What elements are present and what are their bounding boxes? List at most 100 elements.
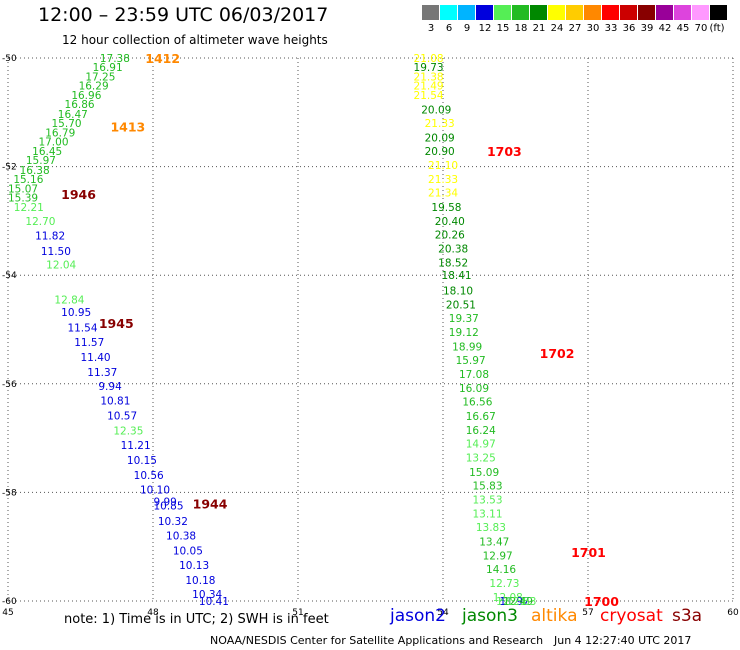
legend-label: 24: [550, 23, 564, 34]
legend-swatch: [476, 5, 494, 20]
page-subtitle: 12 hour collection of altimeter wave hei…: [62, 33, 328, 47]
wave-height-value: 21.10: [428, 160, 458, 172]
wave-height-value: 17.00: [38, 137, 68, 149]
wave-height-value: 10.32: [158, 516, 188, 528]
wave-height-value: 12.73: [489, 578, 519, 590]
legend-label: 45: [676, 23, 690, 34]
credit-line: NOAA/NESDIS Center for Satellite Applica…: [210, 634, 544, 647]
track-time-label: 1700: [584, 594, 619, 609]
wave-height-value: 15.70: [52, 118, 82, 130]
legend-label: 12: [478, 23, 492, 34]
map-grid: [7, 57, 734, 602]
wave-height-value: 11.50: [41, 246, 71, 258]
wave-height-value: 21.34: [428, 188, 458, 200]
wave-height-value: 19.73: [414, 62, 444, 74]
wave-height-value: 11.57: [74, 337, 104, 349]
legend-swatch: [512, 5, 530, 20]
wave-height-value: 21.54: [414, 90, 444, 102]
wave-height-value: 12.35: [113, 425, 143, 437]
wave-height-value: 13.53: [472, 494, 502, 506]
wave-height-value: 12.49: [503, 596, 533, 608]
wave-height-value: 10.13: [179, 560, 209, 572]
wave-height-value: 20.51: [446, 300, 476, 312]
generated-timestamp: Jun 4 12:27:40 UTC 2017: [554, 634, 692, 647]
wave-height-value: 17.38: [100, 53, 130, 65]
wave-height-value: 21.38: [414, 71, 444, 83]
legend-label: 3: [427, 23, 435, 34]
wave-height-value: 10.41: [199, 596, 229, 608]
wave-height-value: 19.12: [449, 327, 479, 339]
lat-tick-label: -50: [2, 54, 17, 64]
wave-height-value: 18.10: [443, 285, 473, 297]
wave-height-value: 16.29: [79, 81, 109, 93]
wave-height-value: 15.97: [456, 355, 486, 367]
track-time-label: 1945: [99, 316, 134, 331]
wave-height-value: 10.81: [100, 396, 130, 408]
legend-label: 6: [445, 23, 453, 34]
satellite-altika: altika: [531, 606, 578, 626]
legend-swatch: [710, 5, 728, 20]
legend-swatch: [422, 5, 440, 20]
legend-swatch: [692, 5, 710, 20]
legend-swatch: [458, 5, 476, 20]
wave-height-value: 11.82: [35, 231, 65, 243]
legend-swatch: [494, 5, 512, 20]
wave-height-value: 10.85: [153, 500, 183, 512]
track-time-label: 1413: [110, 119, 145, 134]
track-time-label: 1412: [145, 51, 180, 66]
wave-height-value: 10.57: [107, 410, 137, 422]
track-time-label: 1701: [571, 545, 606, 560]
legend-swatch: [674, 5, 692, 20]
legend-label: 27: [568, 23, 582, 34]
wave-height-value: 20.26: [435, 229, 465, 241]
wave-height-value: 10.18: [185, 575, 215, 587]
legend-label: 70: [694, 23, 708, 34]
wave-height-value: 21.33: [428, 174, 458, 186]
wave-height-value: 16.47: [58, 109, 88, 121]
legend-label: 15: [496, 23, 510, 34]
wave-height-value: 10.56: [134, 470, 164, 482]
wave-height-value: 16.56: [462, 397, 492, 409]
wave-height-value: 10.95: [61, 307, 91, 319]
legend-swatch: [656, 5, 674, 20]
wave-height-value: 11.21: [121, 440, 151, 452]
wave-height-value: 12.21: [496, 596, 526, 608]
legend-label: 18: [514, 23, 528, 34]
legend-swatch: [584, 5, 602, 20]
satellite-jason3: jason3: [462, 606, 518, 626]
track-time-label: 1702: [540, 346, 575, 361]
lat-tick-label: -58: [2, 488, 17, 498]
wave-height-value: 13.83: [476, 522, 506, 534]
wave-height-value: 15.97: [26, 155, 56, 167]
axis-ticks: 45 48 51 54 57 60 -50 -52 -54 -56 -58 -60: [2, 54, 739, 618]
wave-height-value: 12.97: [483, 550, 513, 562]
wave-height-value: 14.97: [466, 439, 496, 451]
legend-swatch: [620, 5, 638, 20]
wave-height-value: 21.08: [414, 53, 444, 65]
wave-height-value: 17.08: [459, 369, 489, 381]
legend-swatch: [548, 5, 566, 20]
wave-height-value: 16.45: [32, 146, 62, 158]
wave-height-value: 12.04: [46, 259, 76, 271]
wave-height-value: 19.37: [449, 313, 479, 325]
lat-tick-label: -60: [2, 597, 17, 607]
wave-height-value: 12.84: [54, 295, 84, 307]
wave-height-value: 16.91: [93, 62, 123, 74]
legend-swatch: [638, 5, 656, 20]
legend-swatch: [440, 5, 458, 20]
satellite-jason2: jason2: [390, 606, 446, 626]
wave-height-value: 14.16: [486, 564, 516, 576]
wave-height-value: 20.40: [435, 216, 465, 228]
wave-height-value: 16.96: [71, 90, 101, 102]
wave-height-value: 15.16: [13, 174, 43, 186]
track-time-label: 1946: [61, 187, 96, 202]
legend-swatch: [566, 5, 584, 20]
wave-height-value: 18.99: [452, 341, 482, 353]
wave-height-value: 12.08: [493, 592, 523, 604]
wave-height-value: 10.38: [166, 530, 196, 542]
track-time-label: 1944: [193, 496, 228, 511]
legend-label: 21: [532, 23, 546, 34]
wave-height-value: 17.25: [85, 71, 115, 83]
wave-height-value: 20.90: [425, 146, 455, 158]
